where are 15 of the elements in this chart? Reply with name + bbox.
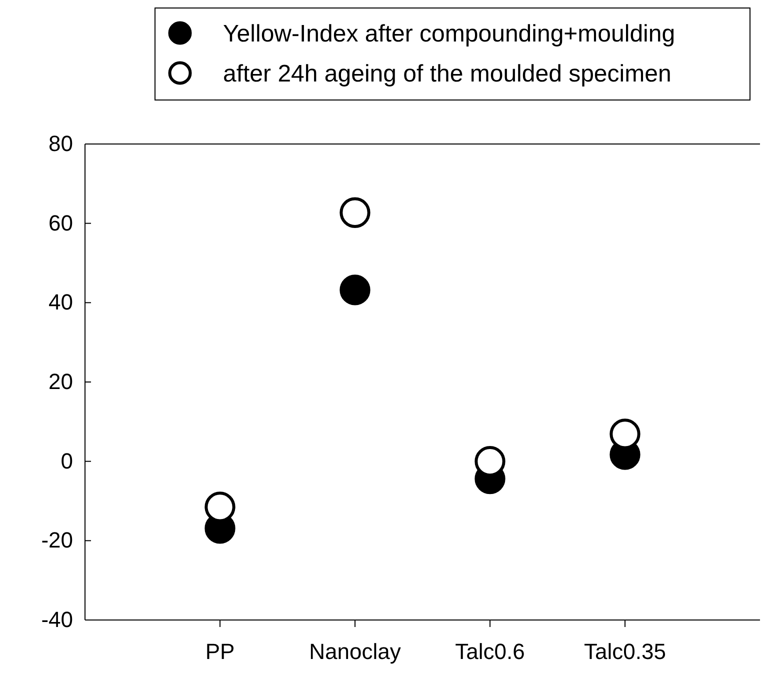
x-tick-label: Talc0.6 xyxy=(455,638,525,664)
legend-label: Yellow-Index after compounding+moulding xyxy=(223,20,676,48)
x-tick-label: Nanoclay xyxy=(309,638,401,664)
y-tick-label: 80 xyxy=(48,131,73,156)
y-tick-label: 0 xyxy=(60,448,73,474)
y-tick-label: 20 xyxy=(48,369,73,394)
point xyxy=(340,197,370,228)
x-tick-label: Talc0.35 xyxy=(584,638,666,664)
point xyxy=(340,274,370,306)
x-tick-label: PP xyxy=(205,638,235,664)
y-tick-label: -20 xyxy=(41,528,73,553)
y-tick-label: 40 xyxy=(48,290,73,315)
y-tick-label: 60 xyxy=(48,210,73,236)
legend-label: after 24h ageing of the moulded specimen xyxy=(223,60,672,88)
y-tick-label: -40 xyxy=(41,607,73,632)
